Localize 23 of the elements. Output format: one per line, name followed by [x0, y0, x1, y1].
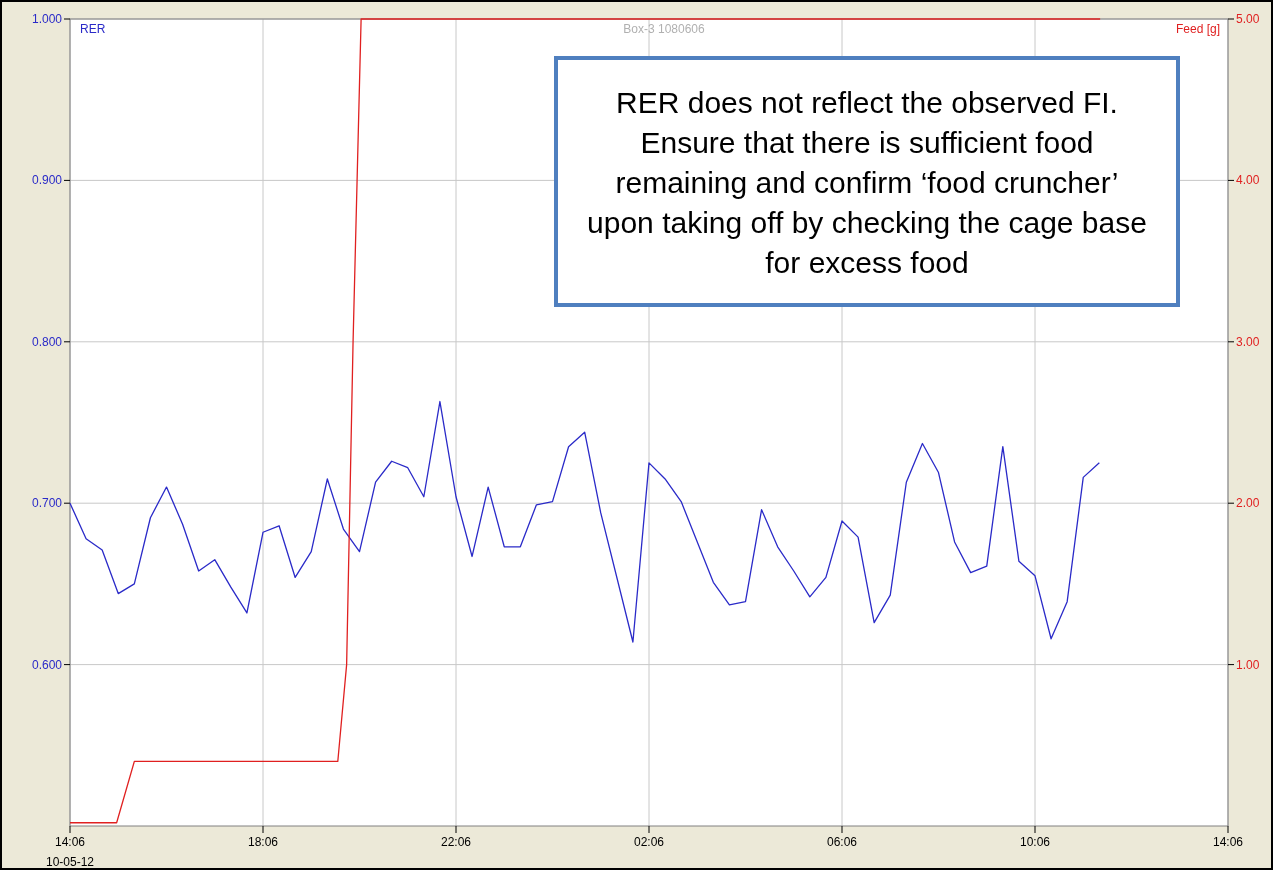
- y2-tick-label: 3.00: [1236, 334, 1260, 349]
- y2-tick-label: 5.00: [1236, 12, 1260, 26]
- x-tick-label: 14:06: [1212, 835, 1244, 849]
- y-tick-label: 1.000: [31, 12, 63, 26]
- y2-tick-label: 2.00: [1236, 496, 1260, 511]
- y-axis-title: RER: [80, 22, 106, 36]
- annotation: RER does not reflect the observed FI. Ensure that there is sufficient food remaining and confirm ‘food cruncher’ upon taking off by checking the cage base for excess food: [587, 86, 1147, 279]
- x-tick-label: 14:06: [54, 835, 86, 849]
- x-tick-label: 10:06: [1019, 835, 1051, 849]
- chart-title: Box-3 1080606: [623, 22, 706, 36]
- y2-tick-label: 1.00: [1236, 657, 1260, 672]
- y2-axis-title: Feed [g]: [1175, 22, 1220, 36]
- x-tick-label: 06:06: [826, 835, 858, 849]
- x-tick-label: 02:06: [633, 835, 665, 849]
- x-tick-label: 22:06: [440, 835, 472, 849]
- y2-tick-label: 4.00: [1236, 173, 1260, 188]
- y-tick-label: 0.600: [31, 657, 63, 672]
- y-tick-label: 0.800: [31, 334, 63, 349]
- y-tick-label: 0.700: [31, 496, 63, 511]
- y-tick-label: 0.900: [31, 173, 63, 188]
- x-tick-label: 18:06: [247, 835, 279, 849]
- text: 10-05-12: [45, 855, 95, 869]
- callout-box: RER does not reflect the observed FI. Ensure that there is sufficient food remaining and confirm ‘food cruncher’ upon taking off by checking the cage base for excess food: [554, 56, 1180, 307]
